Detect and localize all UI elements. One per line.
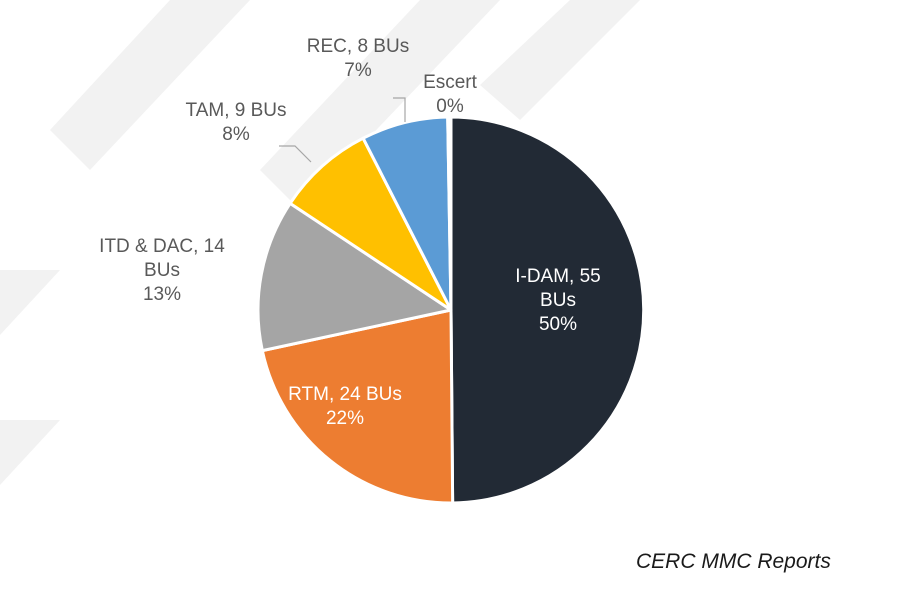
pie-slices bbox=[256, 115, 646, 505]
pie-slice-rtm bbox=[260, 308, 455, 505]
pie-labels: I-DAM, 55 BUs 50% RTM, 24 BUs 22% ITD & DAC, … bbox=[99, 36, 601, 429]
data-label-tam: TAM, 9 BUs 8% bbox=[186, 100, 287, 145]
leader-line-rec bbox=[393, 97, 406, 122]
data-label-line: I-DAM, 55 bbox=[515, 266, 601, 287]
data-label-line: 50% bbox=[539, 314, 577, 335]
data-label-itd-dac: ITD & DAC, 14 BUs 13% bbox=[99, 236, 225, 305]
data-label-i-dam: I-DAM, 55 BUs 50% bbox=[515, 266, 601, 335]
leader-lines bbox=[279, 97, 406, 163]
pie-slice-escert bbox=[446, 115, 453, 312]
leader-line-tam bbox=[279, 145, 312, 163]
data-label-line: BUs bbox=[540, 290, 576, 311]
data-label-line: ITD & DAC, 14 bbox=[99, 236, 225, 257]
data-label-line: Escert bbox=[423, 72, 478, 93]
data-label-line: 13% bbox=[143, 284, 181, 305]
pie-slice-itd-dac bbox=[256, 201, 453, 353]
data-label-line: 0% bbox=[436, 96, 464, 117]
data-label-escert: Escert 0% bbox=[423, 72, 478, 117]
source-note: CERC MMC Reports bbox=[636, 550, 831, 573]
data-label-line: REC, 8 BUs bbox=[307, 36, 409, 57]
data-label-rtm: RTM, 24 BUs 22% bbox=[288, 384, 402, 429]
data-label-line: 22% bbox=[326, 408, 364, 429]
data-label-line: BUs bbox=[144, 260, 180, 281]
data-label-line: 8% bbox=[222, 124, 250, 145]
data-label-line: RTM, 24 BUs bbox=[288, 384, 402, 405]
data-label-rec: REC, 8 BUs 7% bbox=[307, 36, 409, 81]
pie-slice-i-dam bbox=[449, 115, 646, 505]
pie-slice-tam bbox=[288, 136, 453, 312]
data-label-line: 7% bbox=[344, 60, 372, 81]
watermark bbox=[0, 0, 640, 485]
data-label-line: TAM, 9 BUs bbox=[186, 100, 287, 121]
